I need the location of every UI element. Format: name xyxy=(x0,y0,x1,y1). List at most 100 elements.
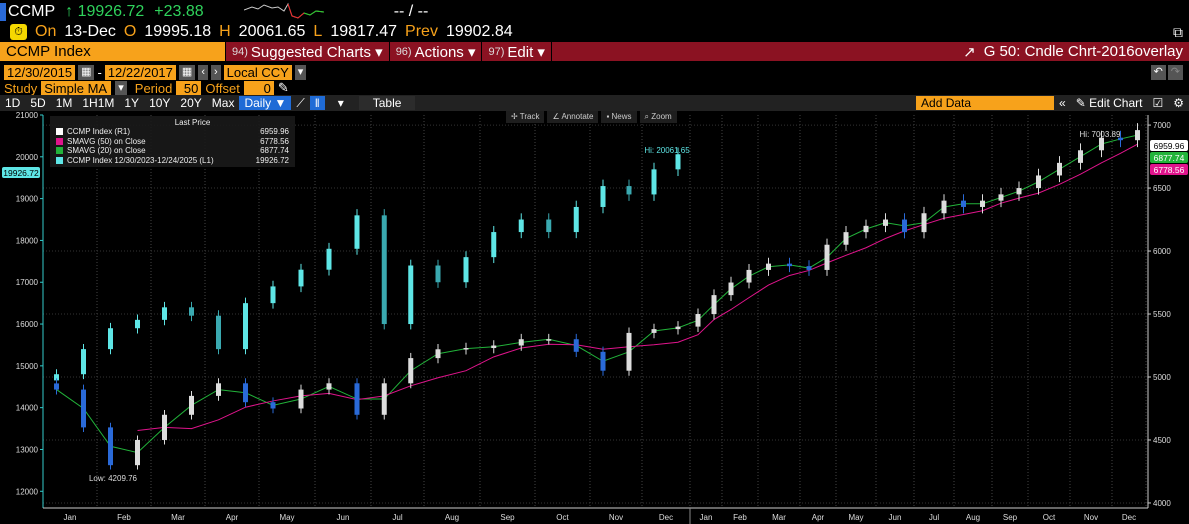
main-candle xyxy=(600,351,606,371)
chevron-down-icon[interactable]: ▾ xyxy=(294,65,307,80)
chevron-down-icon[interactable]: ▾ xyxy=(115,80,127,96)
chart-tools: ✢ Track ∠ Annotate ▪ News ⌕ Zoom xyxy=(506,111,677,123)
low-annotation: Low: 4209.76 xyxy=(89,474,138,483)
chart-title[interactable]: ↗ G 50: Cndle Chrt-2016overlay xyxy=(963,43,1183,61)
overlay-candle xyxy=(326,248,332,270)
chart-legend: Last Price CCMP Index (R1) 6959.96 SMAVG … xyxy=(50,116,295,167)
overlay-candle xyxy=(651,169,657,195)
overlay-candle xyxy=(435,265,441,283)
left-tick-label: 13000 xyxy=(16,445,39,454)
main-candle xyxy=(216,383,221,396)
month-label: Oct xyxy=(1043,513,1056,522)
chart-type-dropdown[interactable]: ▾ xyxy=(337,96,344,110)
range-1d[interactable]: 1D xyxy=(5,96,21,110)
overlay-candle xyxy=(189,307,194,316)
prev-period-button[interactable]: ‹ xyxy=(198,65,208,80)
gear-icon[interactable]: ⚙ xyxy=(1173,96,1184,110)
main-candle xyxy=(728,282,734,296)
overlay-candle xyxy=(243,303,248,350)
main-candle xyxy=(1016,188,1022,195)
suggested-charts-menu[interactable]: 94) Suggested Charts ▾ xyxy=(226,42,390,61)
calendar-icon[interactable]: ▦ xyxy=(78,65,95,80)
undo-icon[interactable]: ↶ xyxy=(1150,65,1166,80)
main-candle xyxy=(243,383,248,403)
annotate-icon[interactable]: ☑ xyxy=(1152,96,1164,110)
main-candle xyxy=(135,439,140,466)
currency-select[interactable]: Local CCY xyxy=(223,65,292,80)
range-20y[interactable]: 20Y xyxy=(180,96,202,110)
range-1h1m[interactable]: 1H1M xyxy=(82,96,115,110)
sma50-tag: 6778.56 xyxy=(1154,165,1185,175)
overlay-candle xyxy=(354,215,360,249)
zoom-tool[interactable]: ⌕ Zoom xyxy=(639,111,677,123)
range-10y[interactable]: 10Y xyxy=(149,96,171,110)
overlay-candle xyxy=(216,315,221,350)
popout-icon[interactable]: ⧉ xyxy=(1173,24,1183,40)
annotate-tool[interactable]: ∠ Annotate xyxy=(547,111,599,123)
range-max[interactable]: Max xyxy=(211,96,235,110)
sma50-line xyxy=(137,143,1138,432)
legend-item-sma20[interactable]: SMAVG (20) on Close 6877.74 xyxy=(56,146,289,156)
sma50-tag-bg xyxy=(1150,164,1188,175)
next-period-button[interactable]: › xyxy=(210,65,221,80)
exchange-clock-icon[interactable]: ⏱ xyxy=(10,24,27,40)
range-1m[interactable]: 1M xyxy=(55,96,73,110)
month-label: Mar xyxy=(171,513,185,522)
date-controls: 12/30/2015 ▦ - 12/22/2017 ▦ ‹ › Local CCY ▾ xyxy=(4,65,307,80)
track-tool[interactable]: ✢ Track xyxy=(506,111,545,123)
main-candle xyxy=(941,200,947,214)
overlay-candle xyxy=(108,328,113,350)
period-input[interactable]: 50 xyxy=(176,80,202,96)
overlay-candle xyxy=(298,269,304,287)
edit-menu[interactable]: 97) Edit ▾ xyxy=(482,42,552,61)
month-label: Jan xyxy=(64,513,77,522)
main-candle xyxy=(824,244,830,270)
news-tool[interactable]: ▪ News xyxy=(601,111,637,123)
offset-input[interactable]: 0 xyxy=(243,80,274,96)
add-data-input[interactable]: Add Data xyxy=(916,96,1055,110)
sma20-tag: 6877.74 xyxy=(1154,153,1185,163)
collapse-icon[interactable]: « xyxy=(1059,96,1066,110)
main-candle xyxy=(711,295,717,315)
month-label: Aug xyxy=(445,513,459,522)
main-candle xyxy=(518,339,524,346)
start-date-input[interactable]: 12/30/2015 xyxy=(4,65,76,80)
left-tick-label: 16000 xyxy=(16,320,39,329)
last-price-tag: 6959.96 xyxy=(1154,141,1185,151)
redo-icon[interactable]: ↷ xyxy=(1167,65,1183,80)
legend-item-ccmp[interactable]: CCMP Index (R1) 6959.96 xyxy=(56,127,289,137)
month-label: Feb xyxy=(117,513,131,522)
edit-chart-button[interactable]: ✎ Edit Chart xyxy=(1075,96,1143,110)
overlay-candle xyxy=(675,154,681,170)
legend-item-overlay[interactable]: CCMP Index 12/30/2023-12/24/2025 (L1) 199… xyxy=(56,156,289,166)
security-field[interactable]: CCMP Index xyxy=(0,42,226,61)
open-value: 19995.18 xyxy=(144,23,212,40)
main-candle xyxy=(980,200,985,207)
menu-bar: CCMP Index 94) Suggested Charts ▾ 96) Acti… xyxy=(0,42,1189,61)
main-candle xyxy=(270,402,276,409)
candle-chart-icon[interactable]: ǁ xyxy=(309,96,325,110)
range-5d[interactable]: 5D xyxy=(30,96,46,110)
right-tick-label: 5500 xyxy=(1153,310,1171,319)
month-label: Apr xyxy=(226,513,239,522)
frequency-select[interactable]: Daily ▼ xyxy=(239,96,292,110)
overlay-candle xyxy=(600,186,606,207)
study-select[interactable]: Simple MA xyxy=(41,80,112,96)
pencil-icon[interactable]: ✎ xyxy=(277,80,289,95)
legend-item-sma50[interactable]: SMAVG (50) on Close 6778.56 xyxy=(56,137,289,147)
net-change: +23.88 xyxy=(154,3,204,20)
end-date-input[interactable]: 12/22/2017 xyxy=(104,65,176,80)
overlay-candle xyxy=(463,257,469,283)
month-label: Jun xyxy=(337,513,350,522)
actions-menu[interactable]: 96) Actions ▾ xyxy=(390,42,483,61)
month-label: May xyxy=(279,513,294,522)
left-tick-label: 12000 xyxy=(16,487,39,496)
main-candle xyxy=(326,383,332,390)
line-chart-icon[interactable]: ⟋ xyxy=(296,95,305,110)
candlestick-chart[interactable]: 12000 13000 14000 15000 16000 17000 18000 19000… xyxy=(0,111,1189,524)
range-1y[interactable]: 1Y xyxy=(124,96,140,110)
calendar-icon[interactable]: ▦ xyxy=(178,65,196,80)
table-button[interactable]: Table xyxy=(358,96,416,110)
main-candle xyxy=(902,219,907,233)
right-tick-label: 6000 xyxy=(1153,247,1171,256)
